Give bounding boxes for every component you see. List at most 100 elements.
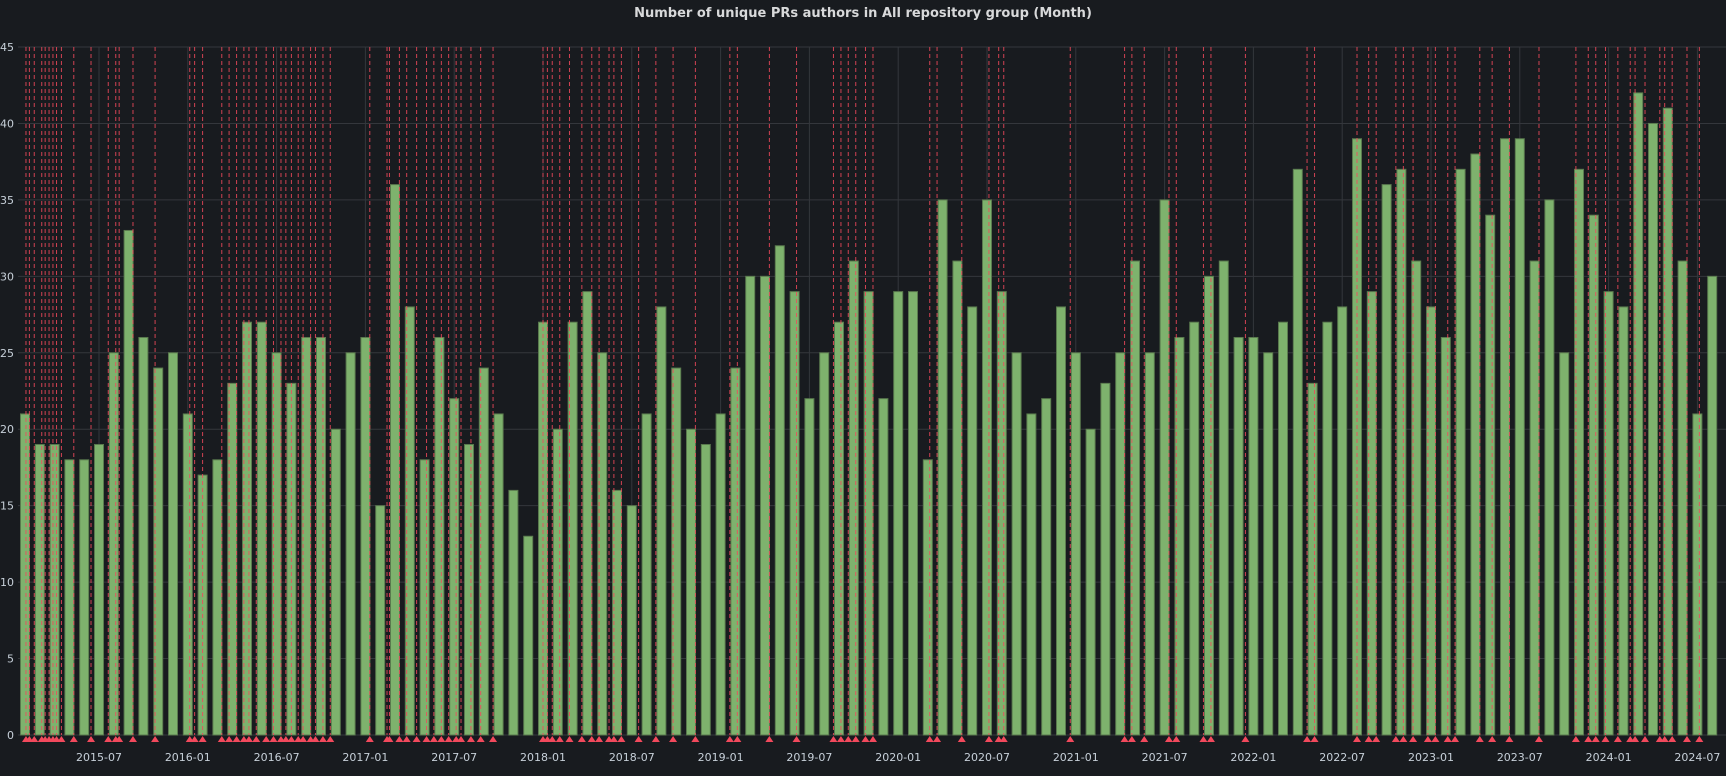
annotation-marker: [1127, 736, 1136, 742]
annotation-marker: [1682, 736, 1691, 742]
bar: [64, 459, 75, 736]
x-tick-label: 2023-07: [1497, 751, 1543, 764]
bar: [1026, 413, 1037, 736]
x-tick-label: 2023-01: [1408, 751, 1454, 764]
bar: [878, 398, 889, 736]
annotation-marker: [262, 736, 271, 742]
annotation-marker: [225, 736, 234, 742]
annotation-marker: [385, 736, 394, 742]
annotation-marker: [829, 736, 838, 742]
annotation-marker: [281, 736, 290, 742]
bar: [730, 367, 741, 736]
bar: [1070, 352, 1081, 736]
x-tick-label: 2021-01: [1053, 751, 1099, 764]
annotation-marker: [30, 736, 39, 742]
bar: [1574, 168, 1584, 736]
annotation-marker: [765, 736, 774, 742]
bar: [1396, 168, 1407, 736]
x-tick-label: 2021-07: [1142, 751, 1188, 764]
x-tick-label: 2022-01: [1230, 751, 1276, 764]
bar: [1233, 336, 1244, 736]
bar: [612, 489, 622, 736]
annotation-marker: [269, 736, 278, 742]
annotation-marker: [299, 736, 308, 742]
annotation-marker: [444, 736, 453, 742]
annotation-marker: [1066, 736, 1075, 742]
annotation-marker: [994, 736, 1003, 742]
annotation-marker: [669, 736, 678, 742]
bar: [493, 413, 504, 736]
bar: [123, 229, 134, 736]
bar: [1692, 413, 1703, 736]
annotation-marker: [577, 736, 586, 742]
annotation-marker: [104, 736, 113, 742]
bar: [700, 444, 711, 736]
bar: [1381, 184, 1392, 736]
annotation-marker: [422, 736, 431, 742]
bar: [1218, 260, 1229, 736]
bar: [671, 367, 682, 736]
bar: [20, 413, 30, 736]
x-tick-label: 2016-01: [165, 751, 211, 764]
bar: [390, 184, 400, 736]
annotation-marker: [1451, 736, 1460, 742]
annotation-marker: [311, 736, 320, 742]
bar: [1144, 352, 1155, 736]
annotation-marker: [933, 736, 942, 742]
annotation-marker: [1660, 736, 1669, 742]
annotation-marker: [151, 736, 160, 742]
bar: [330, 428, 341, 736]
bar: [1130, 260, 1140, 736]
x-tick-label: 2015-07: [76, 751, 122, 764]
annotation-marker: [1303, 736, 1312, 742]
annotation-marker: [555, 736, 564, 742]
annotation-marker: [128, 736, 137, 742]
y-tick-label: 45: [0, 41, 14, 54]
bar: [153, 367, 164, 736]
bar: [715, 413, 726, 736]
annotation-marker: [925, 736, 934, 742]
bar: [1633, 92, 1644, 736]
x-tick-label: 2016-07: [254, 751, 300, 764]
y-tick-label: 15: [0, 500, 14, 513]
y-tick-label: 40: [0, 117, 14, 130]
bar: [1115, 352, 1126, 736]
bar: [478, 367, 489, 736]
annotation-marker: [1120, 736, 1129, 742]
bar: [582, 291, 593, 736]
bar: [1440, 336, 1451, 736]
bar: [745, 275, 756, 736]
annotation-marker: [1601, 736, 1610, 742]
bar: [967, 306, 978, 736]
annotation-marker: [115, 736, 124, 742]
bar: [1307, 382, 1318, 736]
annotation-marker: [457, 736, 466, 742]
bar: [1544, 199, 1555, 736]
annotation-marker: [318, 736, 327, 742]
annotation-marker: [595, 736, 604, 742]
y-tick-label: 10: [0, 576, 14, 589]
x-tick-label: 2024-07: [1674, 751, 1720, 764]
x-tick-label: 2020-01: [875, 751, 921, 764]
annotation-marker: [1241, 736, 1250, 742]
annotation-marker: [651, 736, 660, 742]
annotation-marker: [326, 736, 335, 742]
bar: [863, 291, 874, 736]
annotation-marker: [57, 736, 66, 742]
bar: [686, 428, 696, 736]
annotation-marker: [1164, 736, 1173, 742]
bar: [242, 321, 252, 736]
bar: [1085, 428, 1096, 736]
bar: [908, 291, 918, 736]
bar: [819, 352, 830, 736]
bar: [1189, 321, 1200, 736]
bar: [434, 336, 445, 736]
bar: [1559, 352, 1570, 736]
annotation-marker: [429, 736, 438, 742]
x-tick-label: 2020-07: [964, 751, 1010, 764]
bar: [1056, 306, 1066, 736]
annotation-marker: [217, 736, 226, 742]
annotation-marker: [1613, 736, 1622, 742]
bar: [1707, 275, 1718, 736]
annotation-marker: [836, 736, 845, 742]
